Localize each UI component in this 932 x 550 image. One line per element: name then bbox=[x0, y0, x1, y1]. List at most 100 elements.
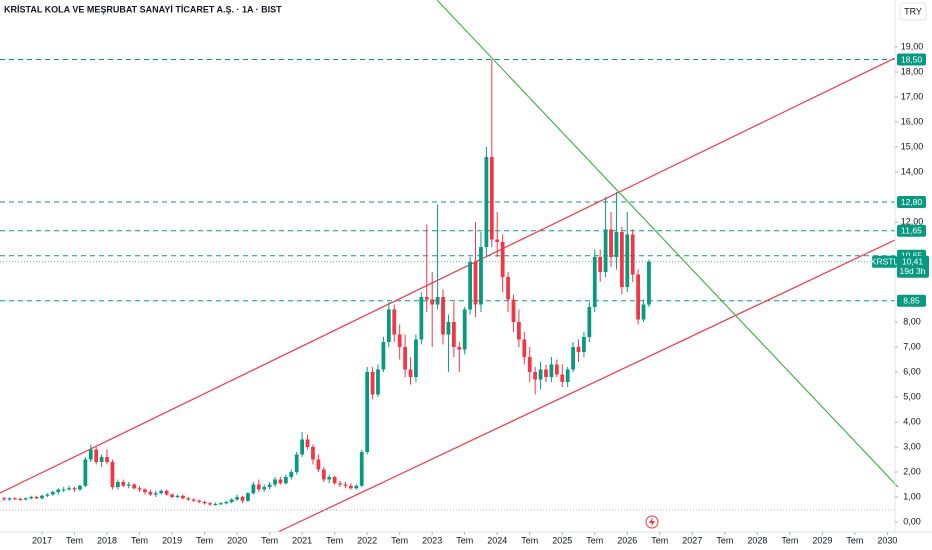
candle-body bbox=[305, 439, 310, 447]
candle-body bbox=[175, 495, 180, 497]
candle-body bbox=[549, 364, 554, 377]
currency-button[interactable] bbox=[899, 2, 927, 21]
level-badge bbox=[897, 196, 926, 208]
x-tick-label: 2023 bbox=[422, 535, 442, 545]
level-badge bbox=[897, 53, 926, 66]
candle-body bbox=[527, 357, 532, 372]
countdown-label: 19d 3h bbox=[900, 266, 926, 276]
candle-body bbox=[392, 309, 397, 335]
level-label: 11,65 bbox=[901, 226, 922, 236]
x-tick-label: Tem bbox=[391, 535, 408, 545]
candle-body bbox=[560, 374, 565, 382]
candle-body bbox=[506, 277, 510, 300]
candle-body bbox=[181, 495, 185, 499]
candle-body bbox=[359, 452, 364, 486]
candle-body bbox=[311, 447, 315, 460]
candle-body bbox=[40, 495, 44, 499]
x-tick-label: Tem bbox=[326, 535, 343, 545]
candle-body bbox=[565, 369, 570, 382]
x-tick-label: 2027 bbox=[682, 535, 702, 545]
candle-body bbox=[235, 497, 239, 500]
candle-body bbox=[137, 488, 142, 490]
x-tick-label: Tem bbox=[846, 535, 863, 545]
x-tick-label: 2024 bbox=[487, 535, 507, 545]
x-tick-label: Tem bbox=[716, 535, 733, 545]
candle-body bbox=[430, 299, 435, 305]
candle-body bbox=[457, 347, 462, 350]
last-price-label: 10,41 bbox=[902, 257, 924, 267]
plot-layer bbox=[0, 59, 895, 302]
candle-body bbox=[94, 449, 99, 462]
candle-body bbox=[148, 492, 153, 495]
level-badge bbox=[897, 224, 926, 237]
x-tick-label: Tem bbox=[131, 535, 148, 545]
candle-body bbox=[592, 257, 597, 307]
candle-body bbox=[321, 469, 326, 480]
candle-body bbox=[349, 485, 353, 489]
candle-body bbox=[143, 489, 147, 492]
candle-body bbox=[105, 457, 109, 462]
candle-body bbox=[278, 479, 283, 484]
candle-body bbox=[273, 479, 277, 485]
candle-body bbox=[289, 472, 294, 477]
candle-body bbox=[571, 347, 575, 370]
candle-body bbox=[451, 322, 456, 347]
x-tick-label: Tem bbox=[781, 535, 798, 545]
candle-body bbox=[72, 488, 77, 490]
y-tick-label: 4,00 bbox=[903, 416, 921, 426]
currency-label[interactable]: TRY bbox=[904, 6, 922, 16]
x-tick-label: 2025 bbox=[552, 535, 572, 545]
candle-body bbox=[479, 247, 483, 305]
candles-layer bbox=[2, 59, 651, 506]
candle-body bbox=[354, 485, 359, 489]
x-tick-label: Tem bbox=[586, 535, 603, 545]
candle-body bbox=[327, 477, 332, 480]
candle-body bbox=[224, 502, 229, 504]
candle-body bbox=[446, 322, 451, 335]
candle-body bbox=[636, 274, 641, 320]
symbol-label: KRSTL bbox=[871, 257, 899, 267]
candle-body bbox=[343, 484, 348, 486]
level-label: 12,80 bbox=[901, 197, 923, 207]
candle-body bbox=[533, 372, 538, 380]
candle-body bbox=[256, 484, 261, 490]
y-tick-label: 6,00 bbox=[903, 366, 921, 376]
y-tick-label: 8,00 bbox=[903, 316, 921, 326]
candle-body bbox=[67, 488, 71, 490]
candle-body bbox=[365, 372, 370, 452]
candle-body bbox=[473, 262, 478, 305]
candle-body bbox=[489, 157, 494, 240]
candle-body bbox=[614, 232, 619, 257]
candle-body bbox=[115, 482, 120, 487]
candle-body bbox=[7, 498, 12, 500]
candle-body bbox=[332, 477, 337, 484]
candle-body bbox=[88, 449, 93, 460]
candle-body bbox=[110, 462, 115, 487]
chart-title: KRİSTAL KOLA VE MEŞRUBAT SANAYİ TİCARET … bbox=[4, 4, 282, 14]
y-tick-label: 2,00 bbox=[903, 466, 921, 476]
candle-body bbox=[408, 369, 413, 377]
candle-body bbox=[56, 489, 61, 492]
candle-body bbox=[121, 482, 126, 486]
candle-body bbox=[197, 500, 202, 502]
x-tick-label: Tem bbox=[196, 535, 213, 545]
trend-line bbox=[0, 57, 896, 494]
candle-body bbox=[381, 342, 386, 370]
x-tick-label: 2019 bbox=[162, 535, 182, 545]
candle-body bbox=[619, 232, 624, 287]
x-tick-label: 2030 bbox=[877, 535, 897, 545]
candle-body bbox=[419, 297, 424, 340]
candle-body bbox=[186, 498, 191, 500]
y-tick-label: 15,00 bbox=[901, 141, 924, 151]
candle-body bbox=[609, 229, 613, 257]
candle-body bbox=[18, 499, 23, 500]
y-tick-label: 5,00 bbox=[903, 391, 921, 401]
y-tick-label: 18,00 bbox=[901, 66, 924, 76]
x-tick-label: 2020 bbox=[227, 535, 247, 545]
y-tick-label: 19,00 bbox=[901, 41, 924, 51]
y-tick-label: 14,00 bbox=[901, 166, 924, 176]
lightning-icon[interactable] bbox=[645, 515, 659, 529]
candle-body bbox=[462, 309, 467, 350]
